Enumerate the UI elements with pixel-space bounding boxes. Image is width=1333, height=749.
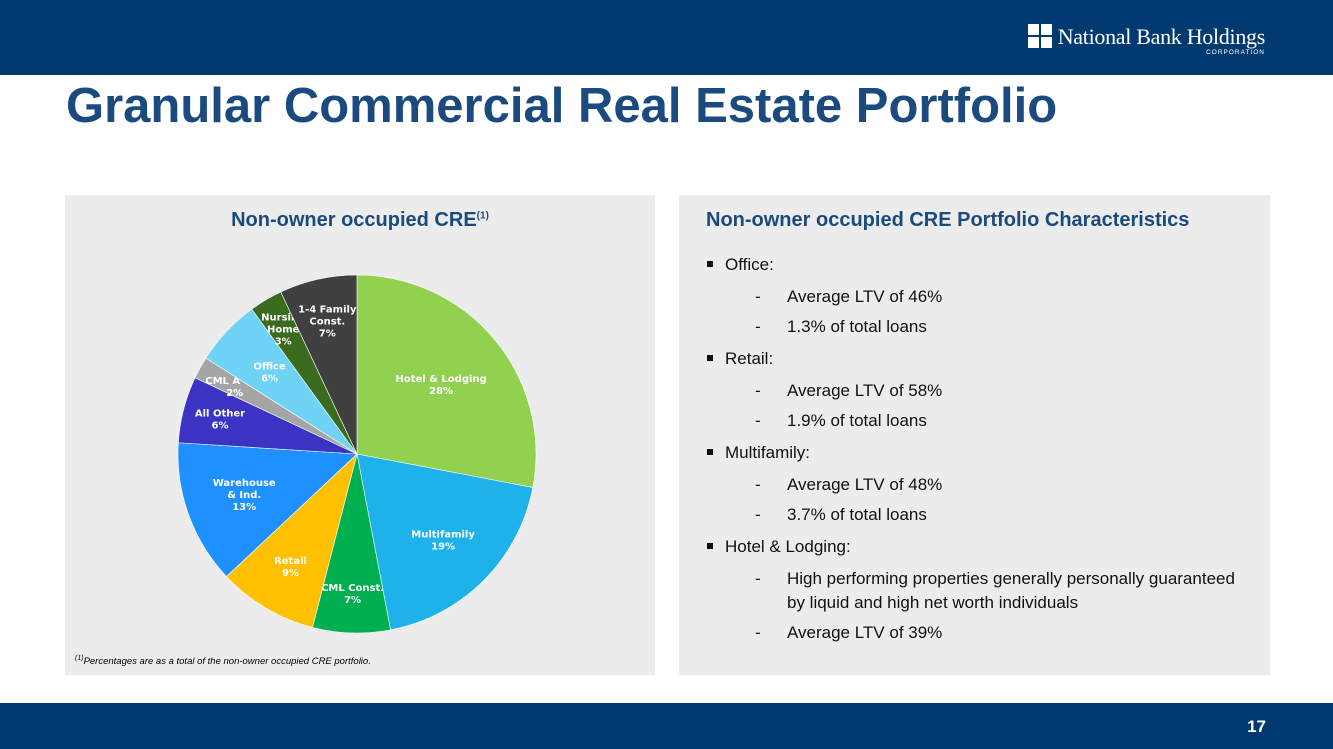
pie-slice-name: Retail — [274, 556, 307, 567]
pie-slice-label: CML A & D 2% — [205, 376, 264, 399]
characteristics-title: Non-owner occupied CRE Portfolio Charact… — [706, 209, 1190, 231]
company-logo: National Bank Holdings CORPORATION — [1027, 20, 1266, 56]
pie-slice — [226, 453, 358, 628]
pie-slice-percent: 7% — [319, 329, 336, 340]
dash-bullet: - — [755, 623, 761, 642]
characteristic-detail: - 3.7% of total loans — [725, 503, 1246, 527]
pie-slice-name: Multifamily — [411, 530, 475, 541]
detail-text: 3.7% of total loans — [787, 505, 927, 524]
dash-bullet: - — [755, 317, 761, 336]
characteristic-label: Multifamily: — [725, 443, 811, 462]
pie-slice-name: & Ind. — [227, 490, 261, 501]
characteristic-label: Office: — [725, 255, 774, 274]
square-bullet-icon — [707, 449, 713, 455]
pie-slice — [356, 274, 537, 488]
characteristic-detail: - Average LTV of 58% — [725, 379, 1246, 403]
pie-slice — [177, 442, 358, 577]
pie-slice-label: Retail 9% — [274, 556, 307, 579]
pie-slice-label: Multifamily 19% — [411, 530, 475, 553]
pie-slice-name: Nursing — [261, 313, 305, 324]
pie-slice-label: Office 6% — [253, 361, 286, 384]
pie-slice-label: All Other 6% — [195, 408, 245, 431]
dash-bullet: - — [755, 569, 761, 588]
detail-text: 1.3% of total loans — [787, 317, 927, 336]
square-bullet-icon — [707, 543, 713, 549]
pie-slice-percent: 6% — [261, 373, 278, 384]
chart-title-text: Non-owner occupied CRE — [231, 209, 477, 231]
pie-slice-label: Nursing Home 3% — [261, 313, 305, 348]
detail-text: Average LTV of 58% — [787, 381, 943, 400]
characteristic-detail: - Average LTV of 39% — [725, 621, 1246, 645]
top-banner: National Bank Holdings CORPORATION — [0, 0, 1333, 75]
pie-slice-label: Hotel & Lodging 28% — [396, 374, 487, 397]
characteristic-item: Hotel & Lodging: - High performing propert… — [706, 537, 1246, 645]
characteristic-detail: - 1.3% of total loans — [725, 315, 1246, 339]
dash-bullet: - — [755, 411, 761, 430]
footnote-marker: (1) — [75, 655, 84, 662]
characteristic-detail: - High performing properties generally pe… — [725, 567, 1246, 615]
footnote-text: Percentages are as a total of the non-ow… — [83, 656, 371, 668]
characteristic-label: Retail: — [725, 349, 774, 368]
pie-slice — [356, 453, 534, 631]
characteristic-item: Office: - Average LTV of 46% - 1.3% of total… — [706, 255, 1246, 339]
bottom-banner: 17 — [0, 703, 1333, 749]
pie-slice-percent: 3% — [275, 337, 292, 348]
pie-slice-percent: 6% — [212, 420, 229, 431]
characteristic-label: Hotel & Lodging: — [725, 537, 851, 556]
pie-slice-name: Office — [253, 361, 286, 372]
characteristics-list: Office: - Average LTV of 46% - 1.3% of total… — [706, 255, 1246, 655]
pie-slice-name: CML A & D — [205, 376, 264, 387]
detail-text: High performing properties generally per… — [787, 569, 1235, 612]
pie-slice-label: CML Const. 7% — [321, 583, 384, 606]
pie-slice-name: Warehouse — [213, 478, 276, 489]
page-number: 17 — [1247, 717, 1266, 736]
logo-squares-icon — [1027, 24, 1052, 48]
pie-slice-label: Warehouse & Ind. 13% — [213, 478, 276, 513]
square-bullet-icon — [707, 355, 713, 361]
logo-subtitle: CORPORATION — [1206, 49, 1265, 56]
dash-bullet: - — [755, 475, 761, 494]
detail-text: Average LTV of 48% — [787, 475, 943, 494]
pie-slice-name: Hotel & Lodging — [396, 374, 487, 385]
pie-slice-percent: 28% — [429, 386, 453, 397]
pie-slice — [280, 274, 358, 455]
page-title: Granular Commercial Real Estate Portfoli… — [66, 79, 1058, 133]
pie-slice-name: All Other — [195, 408, 245, 419]
detail-text: 1.9% of total loans — [787, 411, 927, 430]
pie-chart: Hotel & Lodging 28% Multifamily 19% CML Cons… — [177, 274, 537, 634]
pie-slice-name: 1-4 Family — [298, 305, 357, 316]
logo-name: National Bank Holdings — [1057, 24, 1266, 49]
pie-slice-percent: 9% — [282, 568, 299, 579]
pie-slice-percent: 7% — [344, 595, 361, 606]
detail-text: Average LTV of 46% — [787, 287, 943, 306]
characteristics-panel: Non-owner occupied CRE Portfolio Charact… — [679, 195, 1270, 675]
pie-slice-label: 1-4 Family Const. 7% — [298, 305, 357, 340]
characteristic-detail: - 1.9% of total loans — [725, 409, 1246, 433]
dash-bullet: - — [755, 381, 761, 400]
characteristic-detail: - Average LTV of 48% — [725, 473, 1246, 497]
characteristic-item: Retail: - Average LTV of 58% - 1.9% of total… — [706, 349, 1246, 433]
characteristic-item: Multifamily: - Average LTV of 48% - 3.7% of … — [706, 443, 1246, 527]
dash-bullet: - — [755, 287, 761, 306]
chart-panel: Non-owner occupied CRE(1) Hotel & Lodgin… — [65, 195, 655, 675]
pie-slice-percent: 13% — [232, 502, 256, 513]
dash-bullet: - — [755, 505, 761, 524]
pie-slice-name: Const. — [309, 317, 345, 328]
square-bullet-icon — [707, 261, 713, 267]
chart-footnote: (1)Percentages are as a total of the non… — [75, 655, 371, 667]
pie-slice-percent: 19% — [431, 542, 455, 553]
pie-slice-name: Home — [267, 325, 300, 336]
pie-slice-percent: 2% — [226, 388, 243, 399]
chart-title: Non-owner occupied CRE(1) — [65, 209, 655, 232]
detail-text: Average LTV of 39% — [787, 623, 943, 642]
characteristic-detail: - Average LTV of 46% — [725, 285, 1246, 309]
pie-slice-name: CML Const. — [321, 583, 384, 594]
chart-title-footnote-ref: (1) — [476, 210, 489, 222]
